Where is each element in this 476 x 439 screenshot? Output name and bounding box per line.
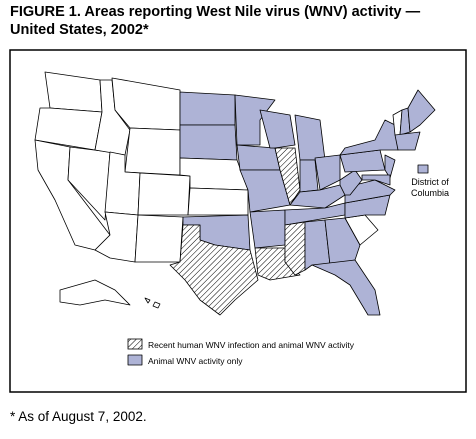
us-map — [34, 71, 436, 316]
dc-swatch — [417, 164, 429, 174]
legend-label: Animal WNV activity only — [148, 356, 243, 366]
legend-swatch — [127, 354, 143, 366]
footnote: * As of August 7, 2002. — [10, 409, 147, 424]
callout-label: District of — [411, 177, 449, 187]
title-line: FIGURE 1. Areas reporting West Nile viru… — [10, 4, 421, 20]
legend-label: Recent human WNV infection and animal WN… — [148, 340, 355, 350]
title-line: United States, 2002* — [10, 22, 149, 38]
legend-swatch — [127, 338, 143, 350]
callout-label: Columbia — [411, 188, 449, 198]
map-figure: District of Columbia Recent human WNV in… — [9, 49, 467, 393]
